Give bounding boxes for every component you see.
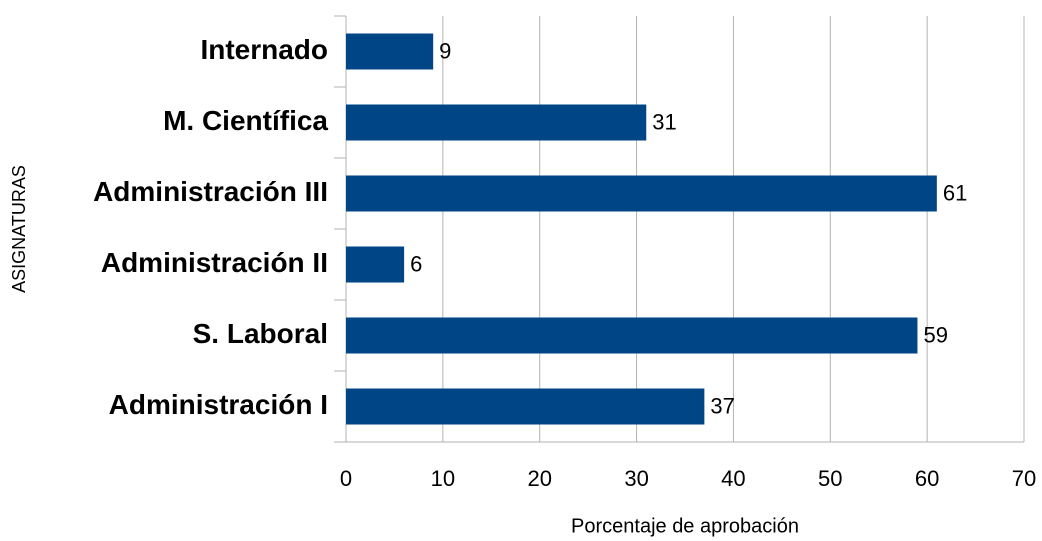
- value-label: 37: [710, 393, 734, 418]
- y-axis-title: ASIGNATURAS: [9, 165, 29, 293]
- x-tick-label: 0: [340, 466, 352, 491]
- bar: [346, 317, 918, 354]
- value-label: 6: [410, 251, 422, 276]
- x-tick-label: 70: [1012, 466, 1036, 491]
- value-label: 61: [943, 180, 967, 205]
- y-tick-label: Internado: [200, 34, 328, 65]
- y-tick-label: S. Laboral: [193, 318, 328, 349]
- x-axis-title: Porcentaje de aprobación: [571, 515, 799, 537]
- x-tick-label: 30: [624, 466, 648, 491]
- bar: [346, 246, 405, 283]
- y-tick-label: Administración I: [109, 389, 328, 420]
- y-tick-label: M. Científica: [163, 105, 328, 136]
- value-label: 9: [439, 38, 451, 63]
- x-tick-label: 50: [818, 466, 842, 491]
- bar: [346, 33, 434, 70]
- x-tick-label: 10: [431, 466, 455, 491]
- y-tick-label: Administración III: [93, 176, 328, 207]
- x-tick-label: 40: [721, 466, 745, 491]
- value-label: 59: [923, 322, 947, 347]
- bar: [346, 175, 937, 212]
- x-tick-label: 20: [527, 466, 551, 491]
- value-label: 31: [652, 109, 676, 134]
- x-tick-label: 60: [915, 466, 939, 491]
- bar: [346, 104, 647, 141]
- y-tick-label: Administración II: [101, 247, 328, 278]
- bar: [346, 388, 705, 425]
